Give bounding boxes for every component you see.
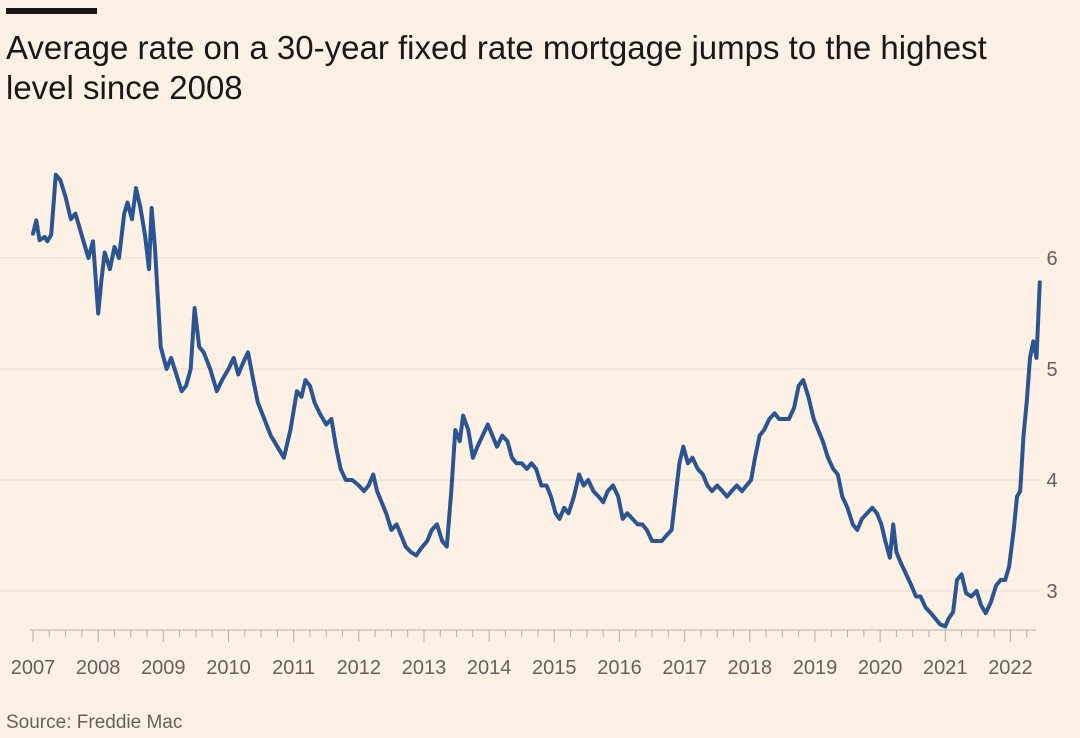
x-tick-label-2016: 2016	[597, 657, 642, 679]
y-tick-label-3: 3	[1046, 581, 1057, 603]
x-tick-label-2021: 2021	[923, 657, 968, 679]
x-tick-label-2019: 2019	[793, 657, 838, 679]
source-note: Source: Freddie Mac	[6, 712, 183, 733]
x-tick-label-2007: 2007	[11, 657, 56, 679]
y-tick-label-5: 5	[1046, 359, 1057, 381]
x-tick-label-2020: 2020	[858, 657, 903, 679]
x-tick-label-2022: 2022	[988, 657, 1033, 679]
y-tick-label-6: 6	[1046, 248, 1057, 270]
x-tick-label-2018: 2018	[728, 657, 773, 679]
y-axis-labels: 3 4 5 6	[1046, 248, 1057, 603]
x-tick-label-2009: 2009	[141, 657, 186, 679]
x-tick-label-2008: 2008	[76, 657, 121, 679]
series-line-mortgage-rate	[31, 172, 1042, 629]
x-tick-label-2014: 2014	[467, 657, 512, 679]
x-tick-label-2010: 2010	[206, 657, 251, 679]
x-axis: 2007 2008 2009 2010 2011 2012 2013 2014 2015 2016…	[11, 629, 1036, 679]
x-tick-label-2017: 2017	[662, 657, 707, 679]
x-tick-label-2012: 2012	[337, 657, 382, 679]
x-tick-label-2013: 2013	[402, 657, 447, 679]
x-tick-label-2015: 2015	[532, 657, 577, 679]
top-rule	[6, 8, 97, 14]
chart-title: Average rate on a 30-year fixed rate mor…	[6, 29, 987, 106]
x-tick-label-2011: 2011	[272, 657, 315, 679]
y-tick-label-4: 4	[1046, 470, 1057, 492]
